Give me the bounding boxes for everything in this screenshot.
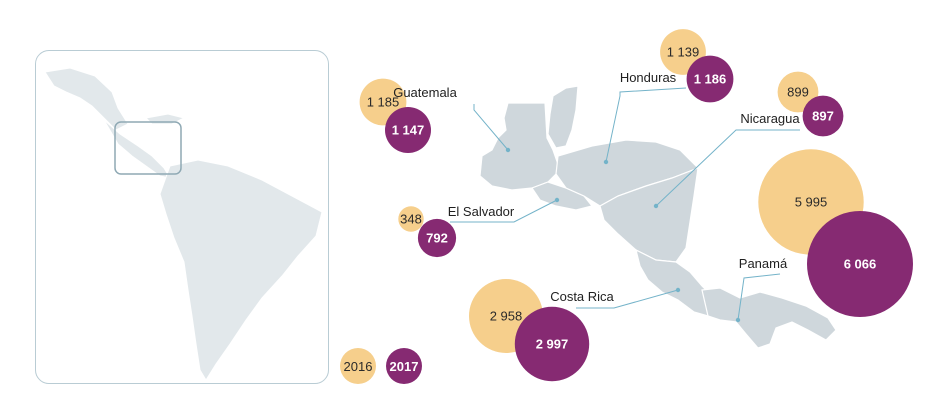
location-dot-nicaragua [653, 203, 659, 209]
bubble-2017-costa-rica [514, 306, 590, 382]
country-shape-panama [701, 287, 837, 349]
legend: 2016 2017 [340, 348, 422, 384]
country-points [505, 147, 741, 323]
bubble-2017-nicaragua [802, 95, 844, 137]
location-dot-costa-rica [675, 287, 681, 293]
value-label-2017-honduras: 1 186 [694, 72, 727, 87]
country-label-honduras: Honduras [620, 70, 677, 85]
leader-line-nicaragua [655, 129, 800, 207]
bubble-2017-panama [807, 211, 913, 317]
bubble-2016-el-salvador [398, 206, 424, 232]
value-label-2016-honduras: 1 139 [667, 45, 700, 60]
legend-label-2017: 2017 [390, 359, 419, 374]
location-dot-el-salvador [554, 197, 560, 203]
value-label-2017-nicaragua: 897 [812, 109, 834, 124]
bubble-2017-guatemala [385, 107, 431, 153]
country-label-el-salvador: El Salvador [448, 204, 515, 219]
legend-swatch-2017 [386, 348, 422, 384]
value-label-2016-guatemala: 1 185 [367, 95, 400, 110]
inset-land-south-america [159, 159, 323, 381]
country-labels: Guatemala Honduras Nicaragua El Salvador Cos… [393, 70, 800, 304]
location-dot-panama [735, 317, 741, 323]
value-label-2016-panama: 5 995 [795, 195, 828, 210]
leader-line-el-salvador [450, 199, 558, 223]
legend-label-2016: 2016 [344, 359, 373, 374]
inset-land-north [44, 67, 129, 131]
leader-line-panama [737, 273, 781, 321]
value-label-2017-guatemala: 1 147 [392, 123, 425, 138]
inset-focus-box [114, 121, 182, 175]
bubble-2017-honduras [686, 55, 734, 103]
legend-swatch-2016 [340, 348, 376, 384]
country-shape-el-salvador [531, 181, 594, 211]
leader-lines [450, 87, 800, 321]
location-dot-guatemala [505, 147, 511, 153]
value-label-2016-nicaragua: 899 [787, 85, 809, 100]
leader-line-honduras [605, 87, 687, 163]
country-label-guatemala: Guatemala [393, 85, 457, 100]
country-label-nicaragua: Nicaragua [740, 111, 800, 126]
inset-latin-america [44, 67, 323, 381]
location-dot-honduras [603, 159, 609, 165]
leader-line-costa-rica [576, 289, 679, 309]
country-shape-nicaragua [599, 167, 699, 263]
value-label-2017-el-salvador: 792 [426, 231, 448, 246]
country-label-panama: Panamá [739, 256, 788, 271]
country-shape-guatemala [479, 102, 561, 191]
value-label-2016-costa-rica: 2 958 [490, 309, 523, 324]
value-label-2017-costa-rica: 2 997 [536, 337, 569, 352]
bubble-2017-el-salvador [417, 218, 457, 258]
central-america-land [479, 85, 837, 349]
value-label-2016-el-salvador: 348 [400, 212, 422, 227]
inset-land-central [103, 119, 172, 179]
value-label-2017-panama: 6 066 [844, 257, 877, 272]
leader-line-guatemala [473, 104, 509, 151]
country-shape-belize [547, 85, 579, 149]
country-label-costa-rica: Costa Rica [550, 289, 614, 304]
